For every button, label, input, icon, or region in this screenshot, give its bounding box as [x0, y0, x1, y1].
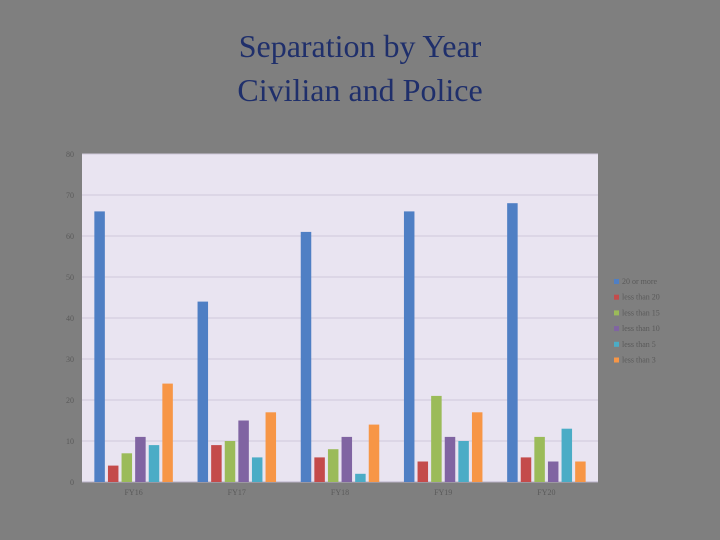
bar — [224, 441, 236, 482]
y-tick-label: 60 — [66, 232, 74, 241]
legend-label: 20 or more — [622, 277, 658, 286]
bar — [534, 436, 545, 482]
bar — [265, 412, 277, 482]
bar — [327, 449, 339, 482]
legend-swatch — [614, 357, 619, 363]
legend-swatch — [614, 310, 619, 316]
bar — [148, 445, 160, 482]
legend-label: less than 3 — [622, 356, 656, 365]
bar — [211, 445, 222, 482]
x-tick-label: FY19 — [434, 488, 452, 497]
y-tick-label: 80 — [66, 150, 74, 159]
y-tick-label: 0 — [70, 478, 74, 487]
bar — [107, 465, 119, 482]
slide-title-line-2: Civilian and Police — [237, 72, 483, 108]
bar — [547, 461, 559, 482]
bar — [135, 436, 146, 482]
legend-swatch — [614, 341, 619, 347]
bar — [520, 457, 532, 482]
legend-swatch — [614, 294, 619, 300]
bar — [94, 211, 105, 482]
bar — [121, 453, 133, 482]
bar — [314, 457, 325, 482]
x-tick-label: FY20 — [537, 488, 555, 497]
bar — [197, 301, 209, 482]
y-tick-label: 50 — [66, 273, 74, 282]
bar — [403, 211, 415, 482]
legend-label: less than 20 — [622, 293, 660, 302]
bar — [251, 457, 263, 482]
y-tick-label: 10 — [66, 437, 74, 446]
bar — [238, 420, 249, 482]
bar — [507, 203, 518, 482]
y-tick-label: 40 — [66, 314, 74, 323]
bar — [458, 441, 469, 482]
y-tick-label: 30 — [66, 355, 74, 364]
x-tick-label: FY17 — [228, 488, 246, 497]
y-tick-label: 20 — [66, 396, 74, 405]
bar — [341, 436, 353, 482]
bar — [355, 473, 366, 482]
bar — [575, 461, 586, 482]
y-tick-label: 70 — [66, 191, 74, 200]
bar — [431, 395, 442, 482]
legend-swatch — [614, 279, 619, 284]
bar — [471, 412, 483, 482]
bar — [368, 424, 380, 482]
bar — [162, 383, 173, 482]
legend-swatch — [614, 326, 619, 332]
bar — [561, 428, 573, 482]
slide-title: Separation by Year Civilian and Police — [0, 24, 720, 112]
legend-label: less than 5 — [622, 340, 656, 349]
legend-label: less than 15 — [622, 308, 660, 317]
x-tick-label: FY18 — [331, 488, 349, 497]
slide-title-line-1: Separation by Year — [238, 28, 482, 64]
bar — [417, 461, 429, 482]
legend-label: less than 10 — [622, 324, 660, 333]
x-tick-label: FY16 — [124, 488, 142, 497]
bar — [444, 436, 456, 482]
bar — [300, 231, 312, 482]
